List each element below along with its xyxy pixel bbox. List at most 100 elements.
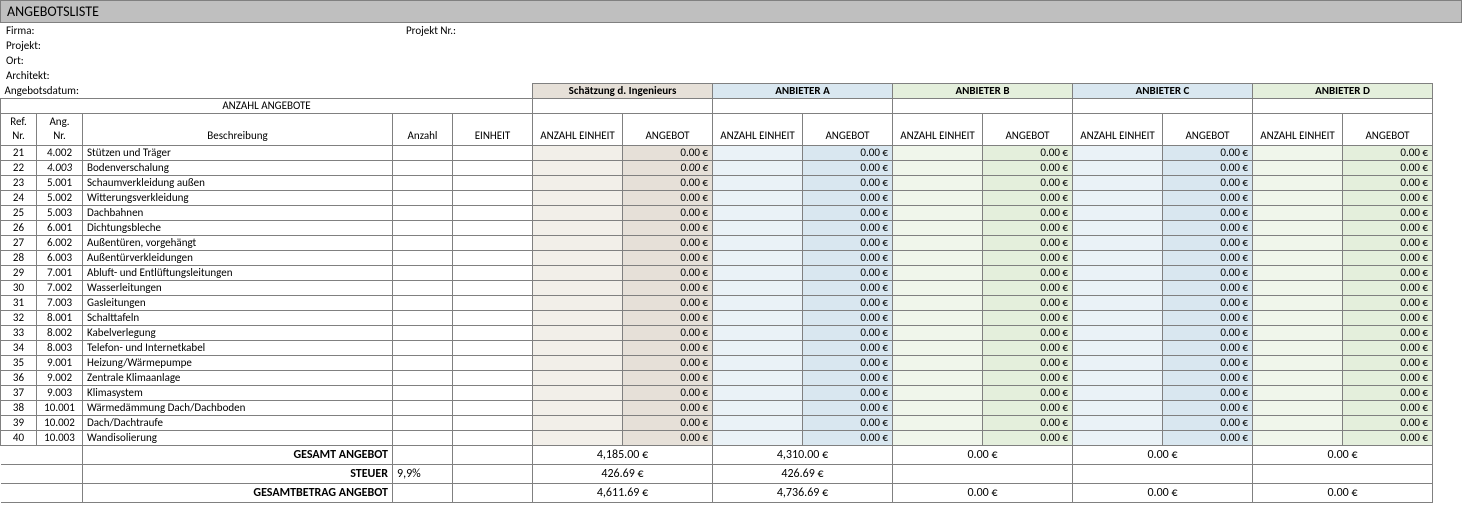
cell-unit-4[interactable] <box>1253 311 1343 326</box>
cell-anzahl[interactable] <box>393 266 453 281</box>
cell-unit-0[interactable] <box>533 341 623 356</box>
cell-unit-1[interactable] <box>713 311 803 326</box>
cell-unit-1[interactable] <box>713 416 803 431</box>
cell-unit-0[interactable] <box>533 176 623 191</box>
cell-unit-1[interactable] <box>713 296 803 311</box>
cell-unit-3[interactable] <box>1073 146 1163 161</box>
cell-einheit[interactable] <box>453 206 533 221</box>
cell-unit-3[interactable] <box>1073 161 1163 176</box>
cell-anzahl[interactable] <box>393 371 453 386</box>
cell-unit-3[interactable] <box>1073 311 1163 326</box>
cell-unit-2[interactable] <box>893 161 983 176</box>
cell-einheit[interactable] <box>453 371 533 386</box>
cell-unit-4[interactable] <box>1253 161 1343 176</box>
cell-unit-3[interactable] <box>1073 356 1163 371</box>
cell-einheit[interactable] <box>453 296 533 311</box>
cell-einheit[interactable] <box>453 266 533 281</box>
cell-unit-3[interactable] <box>1073 176 1163 191</box>
cell-anzahl[interactable] <box>393 341 453 356</box>
cell-unit-0[interactable] <box>533 191 623 206</box>
cell-unit-4[interactable] <box>1253 341 1343 356</box>
cell-anzahl[interactable] <box>393 281 453 296</box>
cell-unit-0[interactable] <box>533 296 623 311</box>
cell-unit-1[interactable] <box>713 161 803 176</box>
cell-unit-2[interactable] <box>893 371 983 386</box>
cell-unit-3[interactable] <box>1073 296 1163 311</box>
cell-unit-1[interactable] <box>713 371 803 386</box>
cell-unit-1[interactable] <box>713 341 803 356</box>
cell-unit-0[interactable] <box>533 431 623 446</box>
cell-unit-4[interactable] <box>1253 146 1343 161</box>
cell-unit-4[interactable] <box>1253 206 1343 221</box>
cell-unit-4[interactable] <box>1253 176 1343 191</box>
cell-unit-2[interactable] <box>893 206 983 221</box>
cell-anzahl[interactable] <box>393 431 453 446</box>
cell-anzahl[interactable] <box>393 221 453 236</box>
cell-unit-3[interactable] <box>1073 401 1163 416</box>
cell-unit-3[interactable] <box>1073 431 1163 446</box>
cell-unit-2[interactable] <box>893 251 983 266</box>
cell-anzahl[interactable] <box>393 176 453 191</box>
cell-unit-2[interactable] <box>893 341 983 356</box>
cell-unit-0[interactable] <box>533 281 623 296</box>
cell-anzahl[interactable] <box>393 311 453 326</box>
cell-einheit[interactable] <box>453 146 533 161</box>
cell-anzahl[interactable] <box>393 161 453 176</box>
cell-unit-4[interactable] <box>1253 281 1343 296</box>
cell-einheit[interactable] <box>453 311 533 326</box>
cell-unit-2[interactable] <box>893 401 983 416</box>
cell-unit-0[interactable] <box>533 326 623 341</box>
cell-einheit[interactable] <box>453 191 533 206</box>
cell-unit-0[interactable] <box>533 251 623 266</box>
cell-einheit[interactable] <box>453 236 533 251</box>
cell-unit-3[interactable] <box>1073 251 1163 266</box>
cell-unit-2[interactable] <box>893 146 983 161</box>
cell-unit-4[interactable] <box>1253 386 1343 401</box>
cell-unit-1[interactable] <box>713 176 803 191</box>
cell-unit-1[interactable] <box>713 236 803 251</box>
cell-unit-2[interactable] <box>893 236 983 251</box>
cell-unit-3[interactable] <box>1073 281 1163 296</box>
cell-unit-1[interactable] <box>713 386 803 401</box>
cell-unit-0[interactable] <box>533 401 623 416</box>
cell-unit-4[interactable] <box>1253 371 1343 386</box>
cell-einheit[interactable] <box>453 401 533 416</box>
cell-anzahl[interactable] <box>393 401 453 416</box>
cell-einheit[interactable] <box>453 341 533 356</box>
cell-einheit[interactable] <box>453 356 533 371</box>
cell-unit-0[interactable] <box>533 146 623 161</box>
cell-unit-1[interactable] <box>713 356 803 371</box>
cell-einheit[interactable] <box>453 221 533 236</box>
cell-anzahl[interactable] <box>393 326 453 341</box>
cell-unit-3[interactable] <box>1073 326 1163 341</box>
cell-unit-1[interactable] <box>713 221 803 236</box>
cell-unit-4[interactable] <box>1253 431 1343 446</box>
cell-unit-2[interactable] <box>893 296 983 311</box>
cell-anzahl[interactable] <box>393 386 453 401</box>
cell-einheit[interactable] <box>453 161 533 176</box>
cell-unit-4[interactable] <box>1253 251 1343 266</box>
cell-unit-2[interactable] <box>893 176 983 191</box>
cell-anzahl[interactable] <box>393 296 453 311</box>
cell-unit-3[interactable] <box>1073 221 1163 236</box>
cell-unit-4[interactable] <box>1253 416 1343 431</box>
cell-unit-1[interactable] <box>713 431 803 446</box>
cell-anzahl[interactable] <box>393 206 453 221</box>
cell-unit-4[interactable] <box>1253 401 1343 416</box>
cell-unit-1[interactable] <box>713 146 803 161</box>
cell-anzahl[interactable] <box>393 191 453 206</box>
cell-anzahl[interactable] <box>393 416 453 431</box>
cell-unit-3[interactable] <box>1073 206 1163 221</box>
cell-unit-4[interactable] <box>1253 326 1343 341</box>
cell-einheit[interactable] <box>453 326 533 341</box>
cell-anzahl[interactable] <box>393 236 453 251</box>
cell-unit-0[interactable] <box>533 311 623 326</box>
cell-unit-0[interactable] <box>533 386 623 401</box>
cell-unit-1[interactable] <box>713 266 803 281</box>
cell-unit-4[interactable] <box>1253 266 1343 281</box>
cell-einheit[interactable] <box>453 176 533 191</box>
cell-unit-2[interactable] <box>893 416 983 431</box>
cell-unit-0[interactable] <box>533 416 623 431</box>
cell-unit-1[interactable] <box>713 401 803 416</box>
cell-einheit[interactable] <box>453 416 533 431</box>
